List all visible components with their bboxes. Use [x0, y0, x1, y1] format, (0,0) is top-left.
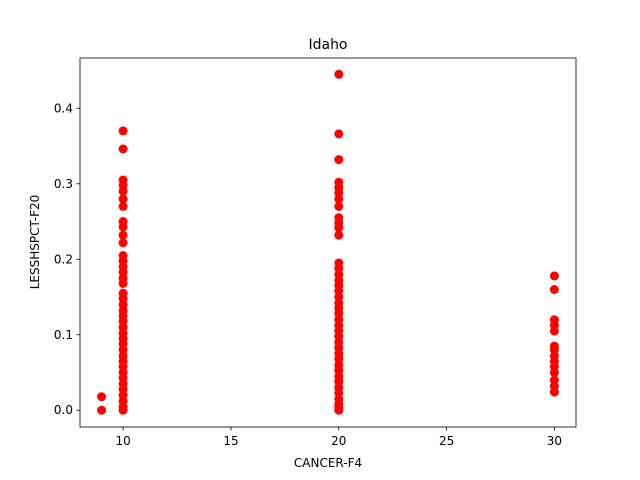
- data-point: [549, 387, 559, 397]
- chart-title: Idaho: [308, 37, 347, 53]
- data-point: [118, 194, 128, 204]
- data-point: [118, 405, 128, 415]
- data-point: [549, 285, 559, 294]
- x-tick-label: 15: [223, 434, 238, 448]
- x-axis-ticks: 10 15 20 25 30: [115, 427, 562, 448]
- data-point: [334, 405, 344, 415]
- y-tick-label: 0.4: [54, 101, 73, 115]
- data-point: [118, 126, 128, 136]
- data-point: [334, 194, 344, 204]
- y-tick-label: 0.0: [54, 403, 73, 417]
- data-point: [118, 230, 128, 240]
- y-axis-ticks: 0.0 0.1 0.2 0.3 0.4: [54, 101, 80, 417]
- data-point: [118, 201, 128, 211]
- data-point: [97, 392, 107, 402]
- x-tick-label: 10: [115, 434, 130, 448]
- y-tick-label: 0.2: [54, 252, 73, 266]
- data-point: [334, 129, 344, 139]
- data-point: [118, 144, 128, 154]
- data-point: [549, 368, 559, 377]
- y-tick-label: 0.3: [54, 177, 73, 191]
- data-point: [118, 222, 128, 232]
- data-point: [549, 326, 559, 336]
- data-point: [334, 230, 344, 240]
- data-point: [118, 238, 128, 248]
- data-point: [334, 155, 344, 165]
- x-axis-label: CANCER-F4: [294, 456, 362, 470]
- data-point: [334, 69, 344, 79]
- y-axis-label: LESSHSPCT-F20: [28, 195, 42, 290]
- data-point: [118, 278, 128, 288]
- data-point: [118, 186, 128, 196]
- data-point: [549, 271, 559, 281]
- x-tick-label: 20: [331, 434, 346, 448]
- x-tick-label: 30: [547, 434, 562, 448]
- data-points: [97, 69, 559, 415]
- data-point: [334, 201, 344, 211]
- x-tick-label: 25: [439, 434, 454, 448]
- data-point: [97, 405, 107, 415]
- plot-frame: [79, 57, 577, 428]
- y-tick-label: 0.1: [54, 328, 73, 342]
- data-point: [334, 223, 344, 233]
